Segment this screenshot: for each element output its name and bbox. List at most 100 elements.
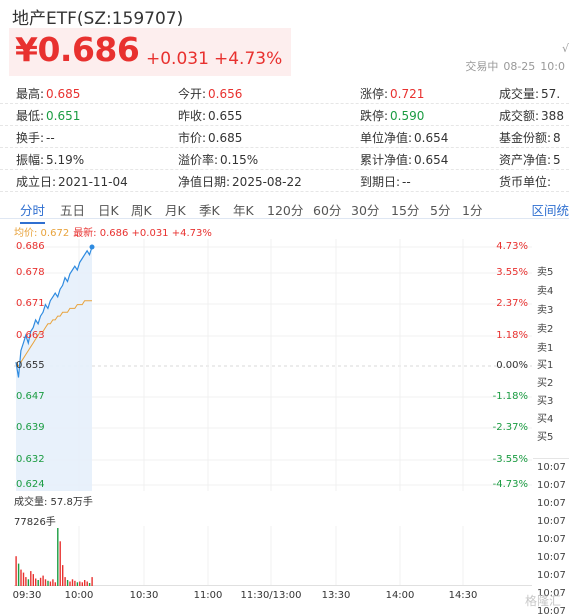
stat-value: -- (402, 175, 411, 189)
stat-label: 到期日: (360, 175, 401, 189)
x-tick-label: 10:30 (129, 590, 159, 601)
tab-period[interactable]: 日K (98, 203, 119, 218)
tab-period[interactable]: 30分 (351, 203, 380, 218)
tab-period[interactable]: 月K (165, 203, 186, 218)
stat-label: 最低: (16, 109, 45, 123)
volume-bar (47, 580, 49, 586)
tick-time: 10:07 (537, 480, 566, 491)
stat-cell: 净值日期: 2025-08-22 (178, 173, 302, 190)
stat-label: 昨收: (178, 109, 207, 123)
tab-period[interactable]: 年K (233, 203, 254, 218)
stat-cell: 单位净值: 0.654 (360, 129, 448, 146)
tick-time: 10:07 (537, 498, 566, 509)
trade-status-text: 交易中 (465, 60, 499, 73)
stat-value: 5.19% (46, 153, 85, 167)
stats-row: 成立日: 2021-11-04 净值日期: 2025-08-22 到期日: -- 货币单位: (0, 170, 569, 192)
stat-label: 资产净值: (499, 153, 552, 167)
tick-time: 10:07 (537, 570, 566, 581)
stat-value: 5 (553, 153, 561, 167)
volume-bar (91, 577, 93, 586)
stat-cell: 到期日: -- (360, 173, 411, 190)
watermark: 格隆汇 (524, 594, 561, 608)
volume-bar (49, 581, 52, 586)
stat-cell: 成交量: 57. (499, 85, 560, 102)
stat-value: 0.685 (46, 87, 81, 101)
pct-tick-label: 1.18% (496, 330, 528, 341)
legend-last-price: 最新: 0.686 +0.031 +4.73% (73, 228, 212, 239)
order-book-ask: 卖2 (537, 324, 554, 335)
volume-bar (81, 582, 83, 586)
y-tick-label: 0.686 (16, 241, 45, 252)
stat-cell: 基金份额: 8 (499, 129, 561, 146)
stat-cell: 最低: 0.651 (16, 107, 80, 124)
stat-label: 成交额: (499, 109, 540, 123)
volume-bar (37, 580, 39, 586)
order-book-divider (533, 458, 569, 459)
volume-bar (59, 541, 61, 586)
y-tick-label: 0.671 (16, 298, 45, 309)
stat-cell: 成交额: 388 (499, 107, 564, 124)
stat-value: 0.654 (414, 153, 449, 167)
period-tabs: 区间统 分时 五日 日K 周K 月K 季K 年K 120分 60分 30分 15分 5分 1分 (0, 197, 569, 224)
range-stats-link[interactable]: 区间统 (531, 203, 569, 218)
stat-cell: 溢价率: 0.15% (178, 151, 258, 168)
volume-bar (15, 556, 17, 586)
x-tick-label: 14:30 (448, 590, 478, 601)
stat-value: 0.654 (414, 131, 449, 145)
x-tick-label: 11:30/13:00 (240, 590, 302, 601)
tick-time: 10:07 (537, 588, 566, 599)
stat-value: -- (46, 131, 55, 145)
pct-tick-label: 4.73% (496, 241, 528, 252)
tab-period[interactable]: 五日 (60, 203, 86, 218)
volume-total: 成交量: 57.8万手 (14, 497, 93, 508)
stat-label: 跌停: (360, 109, 389, 123)
tab-period[interactable]: 120分 (267, 203, 304, 218)
volume-bar (76, 582, 79, 586)
tab-period[interactable]: 1分 (462, 203, 483, 218)
x-tick-label: 10:00 (64, 590, 94, 601)
stat-label: 成交量: (499, 87, 540, 101)
tab-period[interactable]: 5分 (430, 203, 451, 218)
stat-value: 0.656 (208, 87, 243, 101)
order-book-bid: 买2 (537, 378, 554, 389)
pct-tick-label: 2.37% (496, 298, 528, 309)
stat-value: 0.721 (390, 87, 425, 101)
tick-time: 10:07 (537, 552, 566, 563)
stat-cell: 今开: 0.656 (178, 85, 242, 102)
tick-time: 10:07 (537, 606, 566, 615)
pct-tick-label: -2.37% (492, 422, 528, 433)
stat-value: 57. (541, 87, 561, 101)
stats-row: 最低: 0.651 昨收: 0.655 跌停: 0.590 成交额: 388 (0, 104, 569, 126)
volume-bar (88, 583, 91, 586)
tick-time: 10:07 (537, 462, 566, 473)
order-book-ask: 卖1 (537, 343, 554, 354)
pct-tick-label: 0.00% (496, 360, 528, 371)
stat-label: 最高: (16, 87, 45, 101)
stat-cell: 资产净值: 5 (499, 151, 561, 168)
volume-bar (35, 578, 37, 586)
stat-cell: 昨收: 0.655 (178, 107, 242, 124)
volume-bar (32, 574, 34, 586)
tab-period[interactable]: 15分 (391, 203, 420, 218)
pct-tick-label: -1.18% (492, 391, 528, 402)
tab-period[interactable]: 60分 (313, 203, 342, 218)
stats-row: 振幅: 5.19% 溢价率: 0.15% 累计净值: 0.654 资产净值: 5 (0, 148, 569, 170)
intraday-price-chart[interactable] (14, 239, 532, 491)
tab-period[interactable]: 季K (199, 203, 220, 218)
x-tick-label: 09:30 (12, 590, 42, 601)
stat-label: 换手: (16, 131, 45, 145)
price-change-pct: +4.73% (214, 49, 283, 69)
volume-chart[interactable] (14, 526, 532, 586)
stat-value: 0.655 (208, 109, 243, 123)
stat-cell: 涨停: 0.721 (360, 85, 424, 102)
y-tick-label: 0.655 (16, 360, 45, 371)
stat-cell: 振幅: 5.19% (16, 151, 84, 168)
volume-bar (44, 579, 47, 586)
volume-max-label: 77826手 (14, 517, 56, 528)
stat-label: 净值日期: (178, 175, 231, 189)
stat-value: 2021-11-04 (58, 175, 128, 189)
tab-period[interactable]: 周K (131, 203, 152, 218)
tab-period[interactable]: 分时 (20, 200, 46, 224)
stat-cell: 最高: 0.685 (16, 85, 80, 102)
trade-date: 08-25 (503, 60, 536, 73)
